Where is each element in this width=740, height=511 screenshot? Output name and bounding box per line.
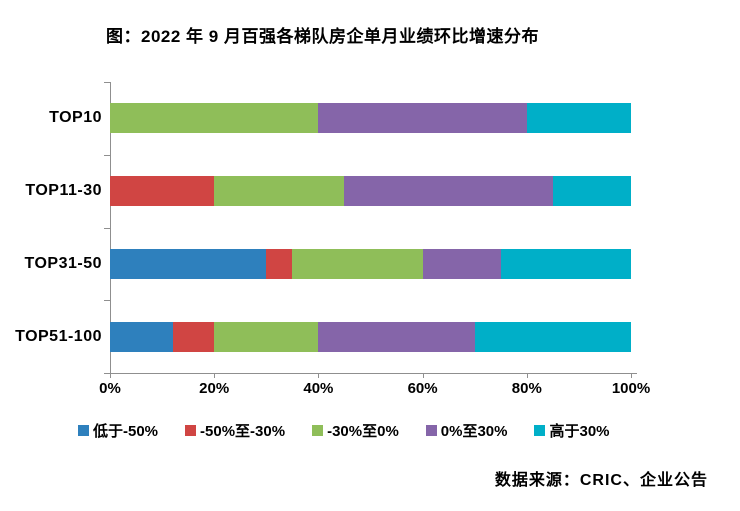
legend-label: -30%至0% <box>327 423 399 440</box>
bar-segment <box>552 176 631 207</box>
x-tick-label: 0% <box>99 380 121 397</box>
bar-segment <box>500 248 631 279</box>
bar-segment <box>526 103 631 134</box>
legend-swatch-icon <box>534 425 546 436</box>
y-axis-tick <box>104 82 110 83</box>
chart-title: 图：2022 年 9 月百强各梯队房企单月业绩环比增速分布 <box>106 27 539 46</box>
legend-swatch-icon <box>312 425 324 436</box>
x-tick-label: 60% <box>407 380 438 397</box>
bar-row <box>110 103 631 134</box>
x-axis-line <box>110 373 637 374</box>
bar-segment <box>474 321 631 352</box>
bar-segment <box>110 321 173 352</box>
y-axis-line <box>110 82 111 373</box>
bar-segment <box>214 321 319 352</box>
legend-item: 低于-50% <box>78 420 158 441</box>
bar-row <box>110 321 631 352</box>
legend-label: -50%至-30% <box>200 423 286 440</box>
source-note: 数据来源：CRIC、企业公告 <box>494 472 708 489</box>
legend-item: 高于30% <box>534 420 610 441</box>
category-label: TOP51-100 <box>15 327 102 345</box>
legend-label: 0%至30% <box>440 423 508 440</box>
category-label: TOP11-30 <box>25 182 102 200</box>
x-axis-tick <box>422 373 424 378</box>
bar-segment <box>318 103 527 134</box>
x-tick-label: 80% <box>511 380 542 397</box>
bar-segment <box>266 248 293 279</box>
bar-row <box>110 176 631 207</box>
bar-segment <box>110 248 267 279</box>
bar-segment <box>422 248 501 279</box>
x-axis-tick <box>318 373 320 378</box>
legend-swatch-icon <box>425 425 437 436</box>
bar-segment <box>110 103 319 134</box>
bar-segment <box>318 321 475 352</box>
y-axis-tick <box>104 227 110 229</box>
legend-swatch-icon <box>185 425 197 436</box>
x-axis-tick <box>110 373 111 378</box>
legend-label: 低于-50% <box>93 423 159 440</box>
legend-item: -50%至-30% <box>185 420 285 441</box>
bar-row <box>110 248 631 279</box>
legend-item: 0%至30% <box>425 420 508 441</box>
bar-segment <box>344 176 553 207</box>
x-axis-tick <box>631 373 632 378</box>
legend-item: -30%至0% <box>312 420 399 441</box>
bar-segment <box>172 321 215 352</box>
legend-swatch-icon <box>78 425 89 436</box>
x-tick-label: 100% <box>611 380 651 397</box>
x-tick-label: 40% <box>303 380 334 397</box>
category-label: TOP31-50 <box>24 254 102 272</box>
y-axis-tick <box>104 154 110 156</box>
x-tick-label: 20% <box>199 380 230 397</box>
bar-segment <box>110 176 215 207</box>
y-axis-tick <box>104 300 110 302</box>
x-axis-tick <box>214 373 216 378</box>
category-label: TOP10 <box>49 109 102 127</box>
legend-label: 高于30% <box>549 423 610 440</box>
y-axis-tick <box>104 373 110 374</box>
bar-segment <box>214 176 345 207</box>
x-axis-tick <box>526 373 528 378</box>
legend: 低于-50% -50%至-30% -30%至0% 0%至30% 高于30% <box>78 420 610 441</box>
bar-segment <box>292 248 423 279</box>
